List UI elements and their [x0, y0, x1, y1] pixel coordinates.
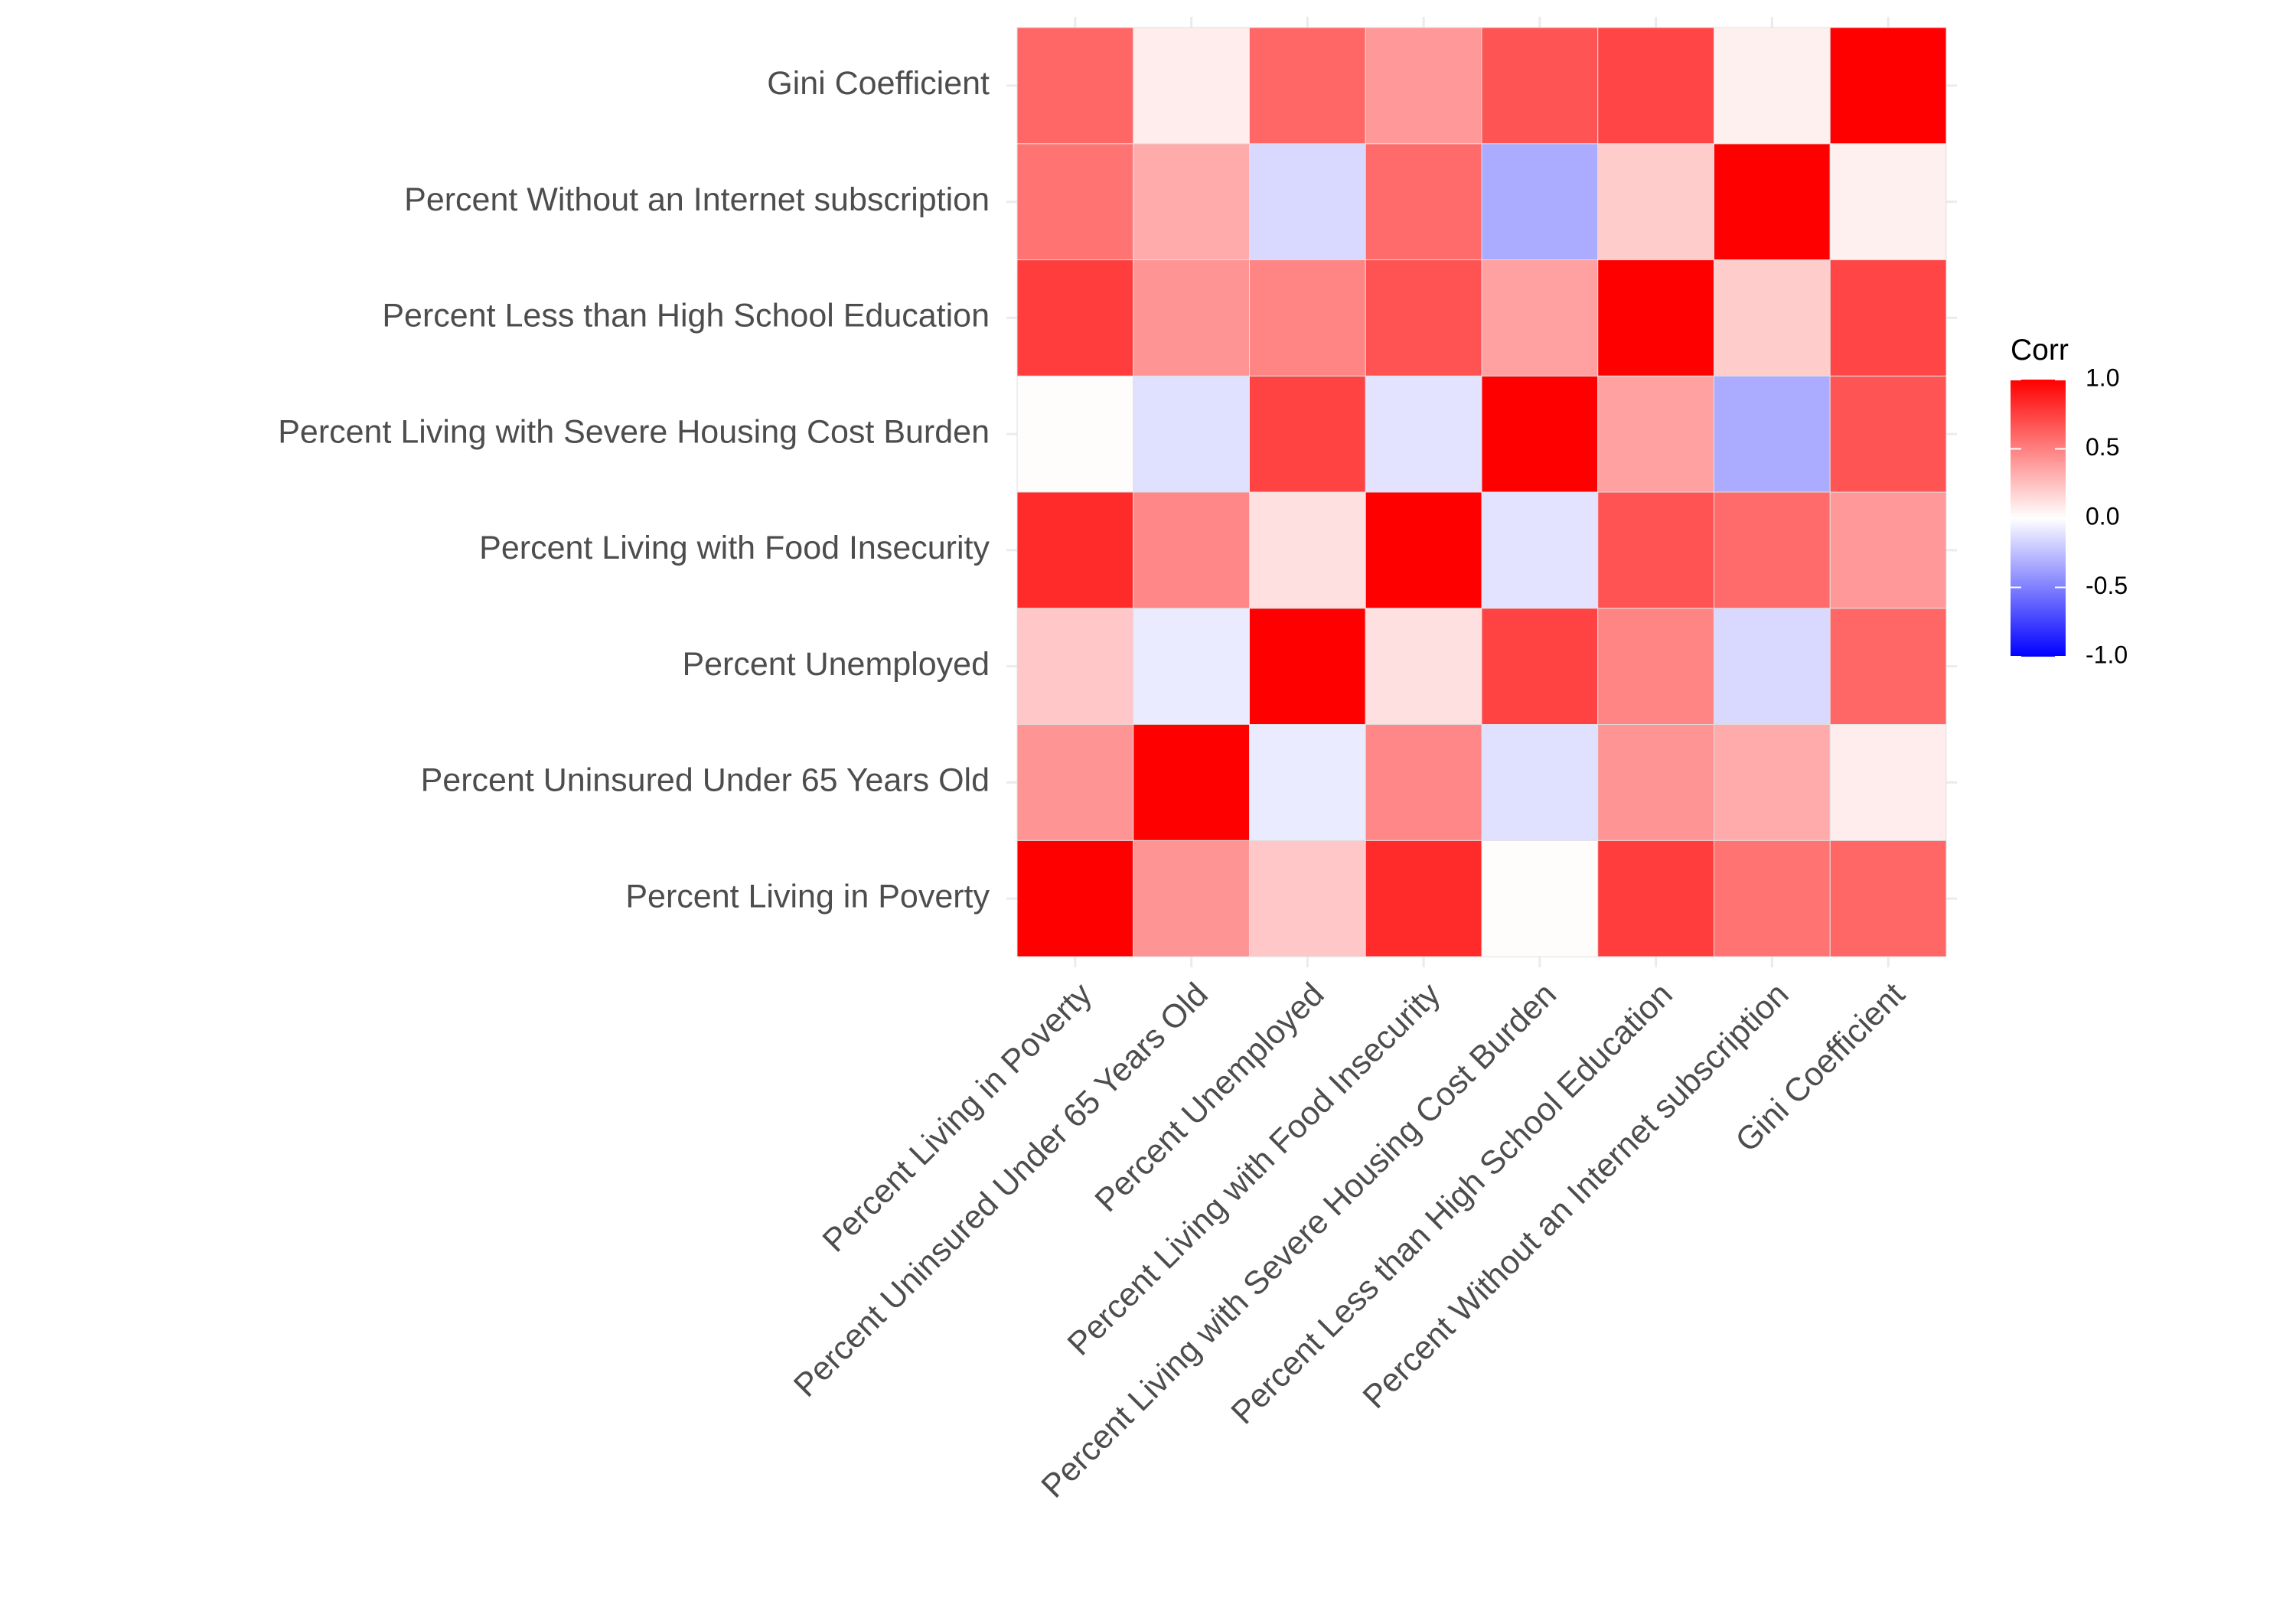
heatmap-cell — [1249, 259, 1366, 377]
heatmap-cell — [1597, 259, 1714, 377]
y-tick-label: Gini Coefficient — [767, 65, 990, 102]
heatmap-cell — [1365, 375, 1482, 493]
heatmap-cell — [1133, 840, 1250, 957]
heatmap-cell — [1133, 259, 1250, 377]
heatmap-cell — [1133, 375, 1250, 493]
heatmap-cell — [1829, 375, 1947, 493]
heatmap-cell — [1829, 608, 1947, 725]
heatmap-cell — [1016, 143, 1134, 260]
heatmap-cell — [1133, 491, 1250, 609]
y-tick-label: Percent Living with Severe Housing Cost … — [278, 413, 990, 450]
heatmap-cell — [1016, 491, 1134, 609]
heatmap-cell — [1365, 143, 1482, 260]
heatmap-cell — [1016, 608, 1134, 725]
heatmap-cell — [1714, 375, 1831, 493]
heatmap-cell — [1714, 491, 1831, 609]
heatmap-cell — [1016, 27, 1134, 145]
heatmap-cell — [1481, 608, 1599, 725]
heatmap-cell — [1365, 724, 1482, 841]
heatmap-cell — [1249, 375, 1366, 493]
heatmap-cell — [1829, 27, 1947, 145]
heatmap-cell — [1016, 259, 1134, 377]
y-tick-label: Percent Less than High School Education — [382, 298, 990, 334]
heatmap-cell — [1249, 724, 1366, 841]
heatmap-cell — [1133, 724, 1250, 841]
heatmap-cell — [1829, 840, 1947, 957]
heatmap-cell — [1249, 608, 1366, 725]
heatmap-cell — [1829, 143, 1947, 260]
heatmap-cell — [1597, 491, 1714, 609]
heatmap-cell — [1597, 840, 1714, 957]
legend-tick-label: 0.5 — [2086, 433, 2119, 461]
heatmap-cell — [1365, 491, 1482, 609]
heatmap-cell — [1481, 259, 1599, 377]
heatmap-cell — [1597, 724, 1714, 841]
heatmap-cell — [1249, 143, 1366, 260]
heatmap-cell — [1016, 375, 1134, 493]
heatmap-cell — [1481, 143, 1599, 260]
heatmap-cell — [1714, 724, 1831, 841]
heatmap-cell — [1829, 259, 1947, 377]
y-tick-label: Percent Uninsured Under 65 Years Old — [421, 762, 990, 799]
heatmap-cell — [1249, 840, 1366, 957]
heatmap-cell — [1133, 608, 1250, 725]
y-tick-label: Percent Living in Poverty — [625, 878, 990, 915]
heatmap-cell — [1016, 840, 1134, 957]
heatmap-cell — [1597, 375, 1714, 493]
heatmap-cell — [1249, 491, 1366, 609]
heatmap-cell — [1365, 608, 1482, 725]
heatmap-cell — [1133, 143, 1250, 260]
heatmap-cell — [1597, 27, 1714, 145]
heatmap-cell — [1829, 724, 1947, 841]
heatmap-cell — [1133, 27, 1250, 145]
heatmap-cell — [1481, 724, 1599, 841]
heatmap-cell — [1365, 27, 1482, 145]
legend-tick-label: 1.0 — [2086, 364, 2119, 391]
heatmap-cell — [1714, 27, 1831, 145]
heatmap-cell — [1016, 724, 1134, 841]
y-tick-label: Percent Unemployed — [682, 646, 990, 683]
y-tick-label: Percent Without an Internet subscription — [404, 181, 990, 218]
heatmap-cell — [1481, 491, 1599, 609]
color-legend: Corr 1.0 0.5 0.0 -0.5 -1.0 — [2011, 334, 2128, 668]
legend-title: Corr — [2011, 334, 2069, 367]
legend-tick-label: -0.5 — [2086, 572, 2128, 599]
heatmap-cell — [1249, 27, 1366, 145]
heatmap-cell — [1481, 375, 1599, 493]
legend-tick-label: 0.0 — [2086, 502, 2119, 530]
heatmap-cell — [1829, 491, 1947, 609]
heatmap-cell — [1714, 608, 1831, 725]
heatmap-cell — [1481, 27, 1599, 145]
heatmap-cell — [1714, 259, 1831, 377]
heatmap-cell — [1365, 259, 1482, 377]
y-axis-tick-labels: Percent Living in Poverty Percent Uninsur… — [278, 65, 990, 915]
heatmap-cell — [1481, 840, 1599, 957]
heatmap-cell — [1714, 143, 1831, 260]
y-tick-label: Percent Living with Food Insecurity — [479, 530, 990, 566]
heatmap-tiles — [1016, 27, 1947, 957]
heatmap-cell — [1365, 840, 1482, 957]
heatmap-cell — [1597, 143, 1714, 260]
heatmap-cell — [1714, 840, 1831, 957]
legend-tick-label: -1.0 — [2086, 641, 2128, 668]
heatmap-cell — [1597, 608, 1714, 725]
